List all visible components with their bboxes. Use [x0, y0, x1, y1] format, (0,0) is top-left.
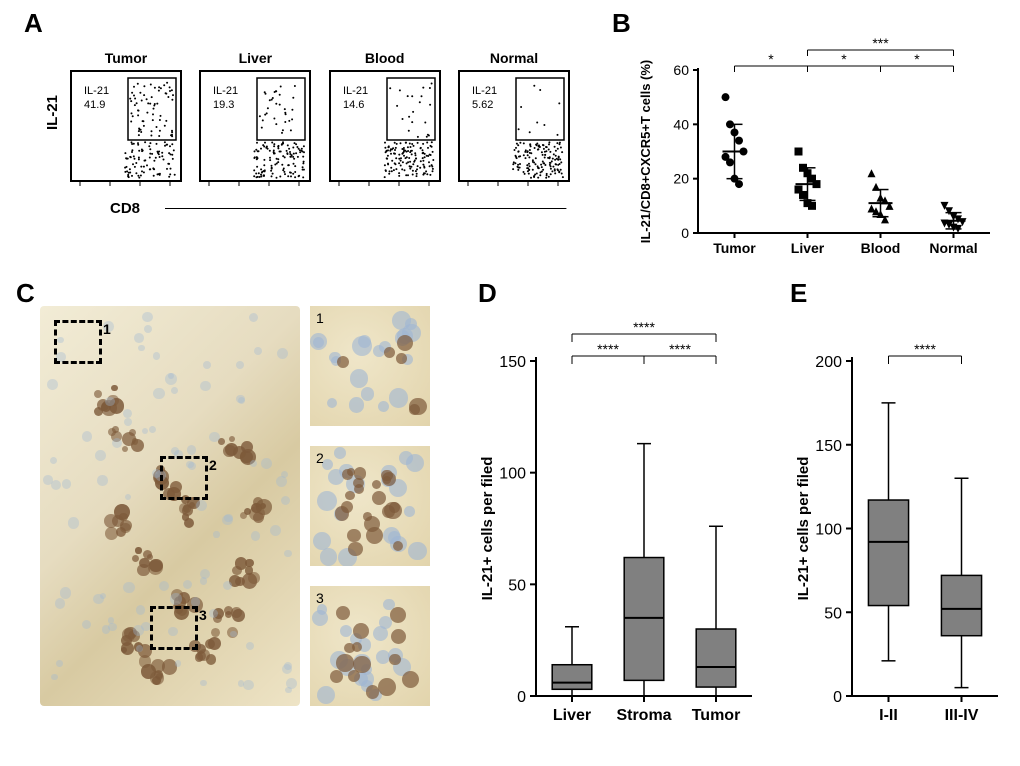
- panel-b: 0 20 40 60 IL-21/CD8+CXCR5+T cells (%) Tumor L…: [630, 30, 1000, 265]
- svg-text:III-IV: III-IV: [945, 707, 979, 724]
- panel-e: 0 50 100 150 200 IL-21+ cells per filed I-II II…: [790, 306, 1010, 736]
- svg-text:60: 60: [673, 62, 689, 78]
- svg-text:*: *: [841, 51, 847, 67]
- flow-plot-blood: Blood IL-21 14.6: [329, 50, 441, 188]
- svg-text:0: 0: [681, 225, 689, 241]
- inset-3: 3: [310, 586, 430, 706]
- svg-text:100: 100: [815, 522, 842, 539]
- svg-text:Liver: Liver: [791, 240, 825, 256]
- svg-text:5.62: 5.62: [472, 99, 493, 111]
- svg-text:Liver: Liver: [553, 707, 591, 724]
- svg-text:IL-21+ cells per filed: IL-21+ cells per filed: [795, 457, 812, 601]
- svg-text:19.3: 19.3: [213, 99, 234, 111]
- panel-a-arrow: [165, 208, 570, 209]
- svg-text:200: 200: [815, 354, 842, 371]
- svg-text:IL-21: IL-21: [213, 85, 238, 97]
- svg-text:Blood: Blood: [861, 240, 901, 256]
- svg-text:****: ****: [633, 319, 655, 335]
- svg-text:IL-21: IL-21: [84, 85, 109, 97]
- panel-label-d: D: [478, 278, 497, 309]
- roi-box-3: 3: [150, 606, 198, 650]
- roi-box-2: 2: [160, 456, 208, 500]
- svg-text:0: 0: [833, 689, 842, 706]
- panel-a-ylabel: IL-21: [44, 95, 61, 130]
- svg-text:40: 40: [673, 116, 689, 132]
- panel-label-c: C: [16, 278, 35, 309]
- flow-title: Normal: [490, 50, 538, 66]
- panel-c: 1 2 3 1 2 3: [40, 306, 440, 736]
- svg-text:150: 150: [499, 354, 526, 371]
- inset-label: 2: [316, 450, 324, 466]
- svg-text:I-II: I-II: [879, 707, 898, 724]
- svg-text:Tumor: Tumor: [713, 240, 756, 256]
- svg-text:IL-21: IL-21: [472, 85, 497, 97]
- flow-plot-tumor: Tumor IL-21 41.9: [70, 50, 182, 188]
- svg-text:Tumor: Tumor: [692, 707, 741, 724]
- svg-text:20: 20: [673, 171, 689, 187]
- svg-text:50: 50: [508, 577, 526, 594]
- panel-a: Tumor IL-21 41.9 Liver IL-21 19.3 Blood IL-21 14…: [66, 50, 574, 250]
- ihc-main-image: 1 2 3: [40, 306, 300, 706]
- svg-text:41.9: 41.9: [84, 99, 105, 111]
- svg-text:****: ****: [669, 341, 691, 357]
- inset-2: 2: [310, 446, 430, 566]
- svg-text:***: ***: [872, 35, 889, 51]
- svg-text:IL-21: IL-21: [343, 85, 368, 97]
- svg-text:14.6: 14.6: [343, 99, 364, 111]
- flow-plot-normal: Normal IL-21 5.62: [458, 50, 570, 188]
- panel-label-b: B: [612, 8, 631, 39]
- svg-text:*: *: [768, 51, 774, 67]
- flow-title: Liver: [239, 50, 272, 66]
- svg-text:150: 150: [815, 438, 842, 455]
- svg-text:Stroma: Stroma: [616, 707, 671, 724]
- flow-plot-liver: Liver IL-21 19.3: [199, 50, 311, 188]
- flow-title: Blood: [365, 50, 405, 66]
- roi-box-1: 1: [54, 320, 102, 364]
- inset-1: 1: [310, 306, 430, 426]
- panel-a-xlabel: CD8: [110, 200, 140, 217]
- svg-text:IL-21+ cells per filed: IL-21+ cells per filed: [479, 457, 496, 601]
- svg-text:Normal: Normal: [929, 240, 977, 256]
- panel-d: 0 50 100 150 IL-21+ cells per filed Liver Stro…: [474, 306, 764, 736]
- svg-text:****: ****: [914, 341, 936, 357]
- svg-text:0: 0: [517, 689, 526, 706]
- svg-text:*: *: [914, 51, 920, 67]
- svg-text:****: ****: [597, 341, 619, 357]
- svg-text:100: 100: [499, 466, 526, 483]
- inset-label: 1: [316, 310, 324, 326]
- panel-label-a: A: [24, 8, 43, 39]
- svg-text:50: 50: [824, 605, 842, 622]
- inset-label: 3: [316, 590, 324, 606]
- panel-label-e: E: [790, 278, 807, 309]
- svg-text:IL-21/CD8+CXCR5+T cells (%): IL-21/CD8+CXCR5+T cells (%): [638, 60, 653, 244]
- flow-title: Tumor: [105, 50, 148, 66]
